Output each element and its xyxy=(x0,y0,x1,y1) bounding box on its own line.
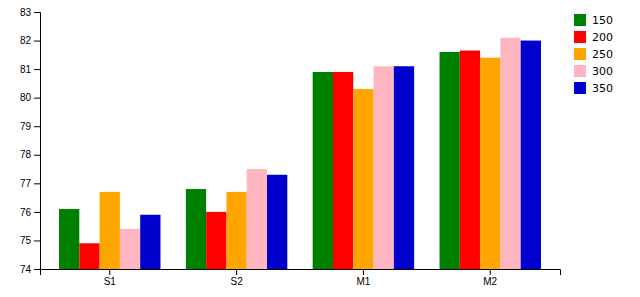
y-tick: 78 xyxy=(20,149,40,160)
tick-label: 79 xyxy=(20,121,32,132)
y-tick: 79 xyxy=(20,121,40,132)
bar-series xyxy=(140,41,541,269)
tick-label: M1 xyxy=(356,276,370,287)
bar-series xyxy=(79,51,480,269)
legend-item: 200 xyxy=(574,31,613,44)
y-tick: 83 xyxy=(20,7,40,18)
y-tick: 77 xyxy=(20,178,40,189)
bar xyxy=(206,212,226,269)
plot-area: 74 75 76 77 78 79 80 81 82 83 S1 S2 M1 M2 xyxy=(20,7,561,297)
axis-line xyxy=(34,13,41,270)
tick-mark xyxy=(34,183,40,184)
bar xyxy=(394,66,414,269)
bar xyxy=(460,51,480,269)
tick-mark xyxy=(34,126,40,127)
x-tick: M2 xyxy=(483,269,497,287)
bars xyxy=(59,38,541,269)
x-tick: S2 xyxy=(230,269,243,287)
legend-swatch xyxy=(574,65,586,77)
tick-label: 75 xyxy=(20,235,32,246)
y-tick: 81 xyxy=(20,64,40,75)
bar xyxy=(313,72,333,269)
legend: 150 200 250 300 350 xyxy=(574,14,613,95)
bar xyxy=(120,229,140,269)
y-tick: 82 xyxy=(20,35,40,46)
tick-label: 78 xyxy=(20,149,32,160)
legend-swatch xyxy=(574,31,586,43)
tick-label: 82 xyxy=(20,35,32,46)
legend-item: 350 xyxy=(574,82,613,95)
tick-mark xyxy=(363,269,364,275)
bar xyxy=(521,41,541,269)
x-tick: S1 xyxy=(104,269,117,287)
tick-label: 76 xyxy=(20,207,32,218)
tick-mark xyxy=(34,69,40,70)
bar xyxy=(267,175,287,269)
bar xyxy=(226,192,246,269)
bar xyxy=(100,192,120,269)
legend-label: 200 xyxy=(592,31,613,44)
tick-mark xyxy=(490,269,491,275)
tick-mark xyxy=(34,155,40,156)
bar xyxy=(440,52,460,269)
y-tick: 76 xyxy=(20,207,40,218)
y-tick: 75 xyxy=(20,235,40,246)
bar-series xyxy=(120,38,521,269)
tick-mark xyxy=(236,269,237,275)
tick-mark xyxy=(109,269,110,275)
bar xyxy=(333,72,353,269)
legend-item: 300 xyxy=(574,65,613,78)
bar xyxy=(500,38,520,269)
legend-label: 250 xyxy=(592,48,613,61)
tick-mark xyxy=(34,98,40,99)
x-axis: S1 S2 M1 M2 xyxy=(41,269,561,287)
y-tick: 80 xyxy=(20,92,40,103)
bar xyxy=(186,189,206,269)
chart-container: 74 75 76 77 78 79 80 81 82 83 S1 S2 M1 M2 150 200 250 300… xyxy=(0,0,640,297)
legend-label: 350 xyxy=(592,82,613,95)
legend-label: 150 xyxy=(592,14,613,27)
bar xyxy=(353,89,373,269)
tick-mark xyxy=(34,269,40,270)
tick-mark xyxy=(34,212,40,213)
x-tick: M1 xyxy=(356,269,370,287)
legend-swatch xyxy=(574,48,586,60)
tick-label: 81 xyxy=(20,64,32,75)
y-tick: 74 xyxy=(20,264,40,275)
legend-item: 150 xyxy=(574,14,613,27)
bar xyxy=(140,215,160,269)
tick-label: S1 xyxy=(104,276,117,287)
bar xyxy=(480,58,500,269)
tick-mark xyxy=(34,12,40,13)
legend-label: 300 xyxy=(592,65,613,78)
bar xyxy=(374,66,394,269)
bar xyxy=(59,209,79,269)
axis-line xyxy=(41,270,561,276)
legend-swatch xyxy=(574,14,586,26)
y-axis: 74 75 76 77 78 79 80 81 82 83 xyxy=(20,7,41,275)
tick-label: 83 xyxy=(20,7,32,18)
legend-item: 250 xyxy=(574,48,613,61)
bar xyxy=(79,243,99,269)
chart-svg: 74 75 76 77 78 79 80 81 82 83 S1 S2 M1 M2 150 200 250 300… xyxy=(0,0,640,297)
tick-label: 74 xyxy=(20,264,32,275)
tick-label: 80 xyxy=(20,92,32,103)
tick-mark xyxy=(34,41,40,42)
bar-series xyxy=(100,58,501,269)
tick-mark xyxy=(34,240,40,241)
bar-series xyxy=(59,52,460,269)
tick-label: S2 xyxy=(230,276,243,287)
legend-swatch xyxy=(574,82,586,94)
bar xyxy=(247,169,267,269)
tick-label: 77 xyxy=(20,178,32,189)
tick-label: M2 xyxy=(483,276,497,287)
